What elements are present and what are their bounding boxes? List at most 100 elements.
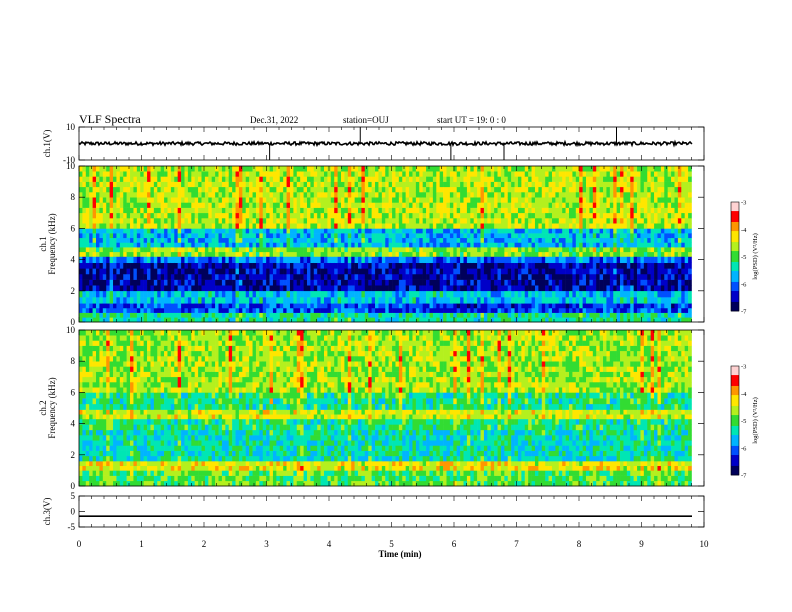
spectrogram-cell xyxy=(497,307,502,313)
spectrogram-cell xyxy=(221,212,226,219)
spectrogram-cell xyxy=(181,256,185,264)
spectrogram-cell xyxy=(626,242,631,248)
spectrogram-cell xyxy=(626,233,631,239)
spectrogram-cell xyxy=(153,268,158,275)
spectrogram-cell xyxy=(293,176,298,182)
spectrogram-cell xyxy=(310,303,315,309)
spectrogram-cell xyxy=(385,181,389,188)
spectrogram-cell xyxy=(456,312,461,318)
spectrogram-cell xyxy=(572,218,577,224)
spectrogram-cell xyxy=(606,262,611,269)
spectrogram-cell xyxy=(160,312,165,318)
spectrogram-cell xyxy=(235,237,240,243)
spectrogram-cell xyxy=(415,228,420,234)
spectrogram-cell xyxy=(562,262,566,269)
spectrogram-cell xyxy=(409,233,413,239)
spectrogram-cell xyxy=(327,171,332,177)
spectrogram-cell xyxy=(483,303,488,309)
spectrogram-cell xyxy=(228,307,233,313)
spectrogram-cell xyxy=(289,233,294,239)
spectrogram-cell xyxy=(327,202,332,208)
spectrogram-cell xyxy=(511,247,515,253)
spectrogram-cell xyxy=(255,192,260,198)
spectrogram-cell xyxy=(603,223,607,229)
spectrogram-cell xyxy=(208,290,213,298)
spectrogram-cell xyxy=(238,242,243,248)
spectrogram-cell xyxy=(528,181,532,188)
spectrogram-cell xyxy=(630,317,634,323)
spectrogram-cell xyxy=(272,176,277,182)
spectrogram-cell xyxy=(123,237,127,243)
spectrogram-cell xyxy=(293,242,298,248)
spectrogram-cell xyxy=(116,192,121,198)
spectrogram-cell xyxy=(483,262,488,269)
spectrogram-cell xyxy=(511,256,515,264)
spectrogram-cell xyxy=(228,233,233,239)
spectrogram-cell xyxy=(211,251,216,257)
spectrogram-cell xyxy=(528,285,532,292)
spectrogram-cell xyxy=(531,247,536,253)
spectrogram-cell xyxy=(483,268,488,275)
spectrogram-cell xyxy=(289,290,294,298)
spectrogram-cell xyxy=(586,171,590,177)
spectrogram-cell xyxy=(494,285,498,292)
spectrogram-cell xyxy=(313,262,318,269)
spectrogram-cell xyxy=(341,166,345,172)
spectrogram-cell xyxy=(259,207,264,214)
spectrogram-cell xyxy=(310,297,315,304)
spectrogram-cell xyxy=(368,186,372,193)
spectrogram-cell xyxy=(514,181,519,188)
spectrogram-cell xyxy=(603,285,607,292)
spectrogram-cell xyxy=(252,197,257,203)
spectrogram-cell xyxy=(89,197,93,203)
spectrogram-cell xyxy=(153,218,158,224)
spectrogram-cell xyxy=(460,312,464,318)
spectrogram-cell xyxy=(500,317,505,323)
spectrogram-cell xyxy=(283,223,287,229)
spectrogram-cell xyxy=(85,218,90,224)
spectrogram-cell xyxy=(460,307,464,313)
spectrogram-cell xyxy=(201,317,206,323)
spectrogram-cell xyxy=(436,307,440,313)
spectrogram-cell xyxy=(623,290,628,298)
spectrogram-cell xyxy=(249,268,253,275)
spectrogram-cell xyxy=(456,290,461,298)
spectrogram-cell xyxy=(463,202,468,208)
spectrogram-cell xyxy=(446,197,451,203)
spectrogram-cell xyxy=(548,176,553,182)
spectrogram-cell xyxy=(534,256,539,264)
spectrogram-cell xyxy=(164,279,168,286)
spectrogram-cell xyxy=(106,228,110,234)
spectrogram-cell xyxy=(551,247,556,253)
spectrogram-cell xyxy=(620,237,624,243)
spectrogram-cell xyxy=(395,218,400,224)
spectrogram-cell xyxy=(82,197,87,203)
spectrogram-cell xyxy=(150,251,155,257)
spectrogram-cell xyxy=(466,256,471,264)
spectrogram-cell xyxy=(541,202,546,208)
spectrogram-cell xyxy=(490,186,495,193)
spectrogram-cell xyxy=(538,307,543,313)
spectrogram-cell xyxy=(358,166,362,172)
spectrogram-cell xyxy=(422,228,427,234)
spectrogram-cell xyxy=(596,303,600,309)
spectrogram-cell xyxy=(630,285,634,292)
spectrogram-cell xyxy=(126,273,131,280)
spectrogram-cell xyxy=(157,303,161,309)
spectrogram-cell xyxy=(361,202,366,208)
spectrogram-cell xyxy=(249,285,253,292)
spectrogram-cell xyxy=(187,256,192,264)
spectrogram-cell xyxy=(432,307,437,313)
spectrogram-cell xyxy=(136,197,141,203)
spectrogram-cell xyxy=(524,256,529,264)
spectrogram-cell xyxy=(249,273,253,280)
spectrogram-cell xyxy=(272,212,277,219)
spectrogram-cell xyxy=(92,242,97,248)
spectrogram-cell xyxy=(232,256,236,264)
spectrogram-cell xyxy=(232,273,236,280)
spectrogram-cell xyxy=(102,171,107,177)
spectrogram-cell xyxy=(415,297,420,304)
spectrogram-cell xyxy=(286,171,291,177)
spectrogram-cell xyxy=(276,181,281,188)
spectrogram-cell xyxy=(432,297,437,304)
